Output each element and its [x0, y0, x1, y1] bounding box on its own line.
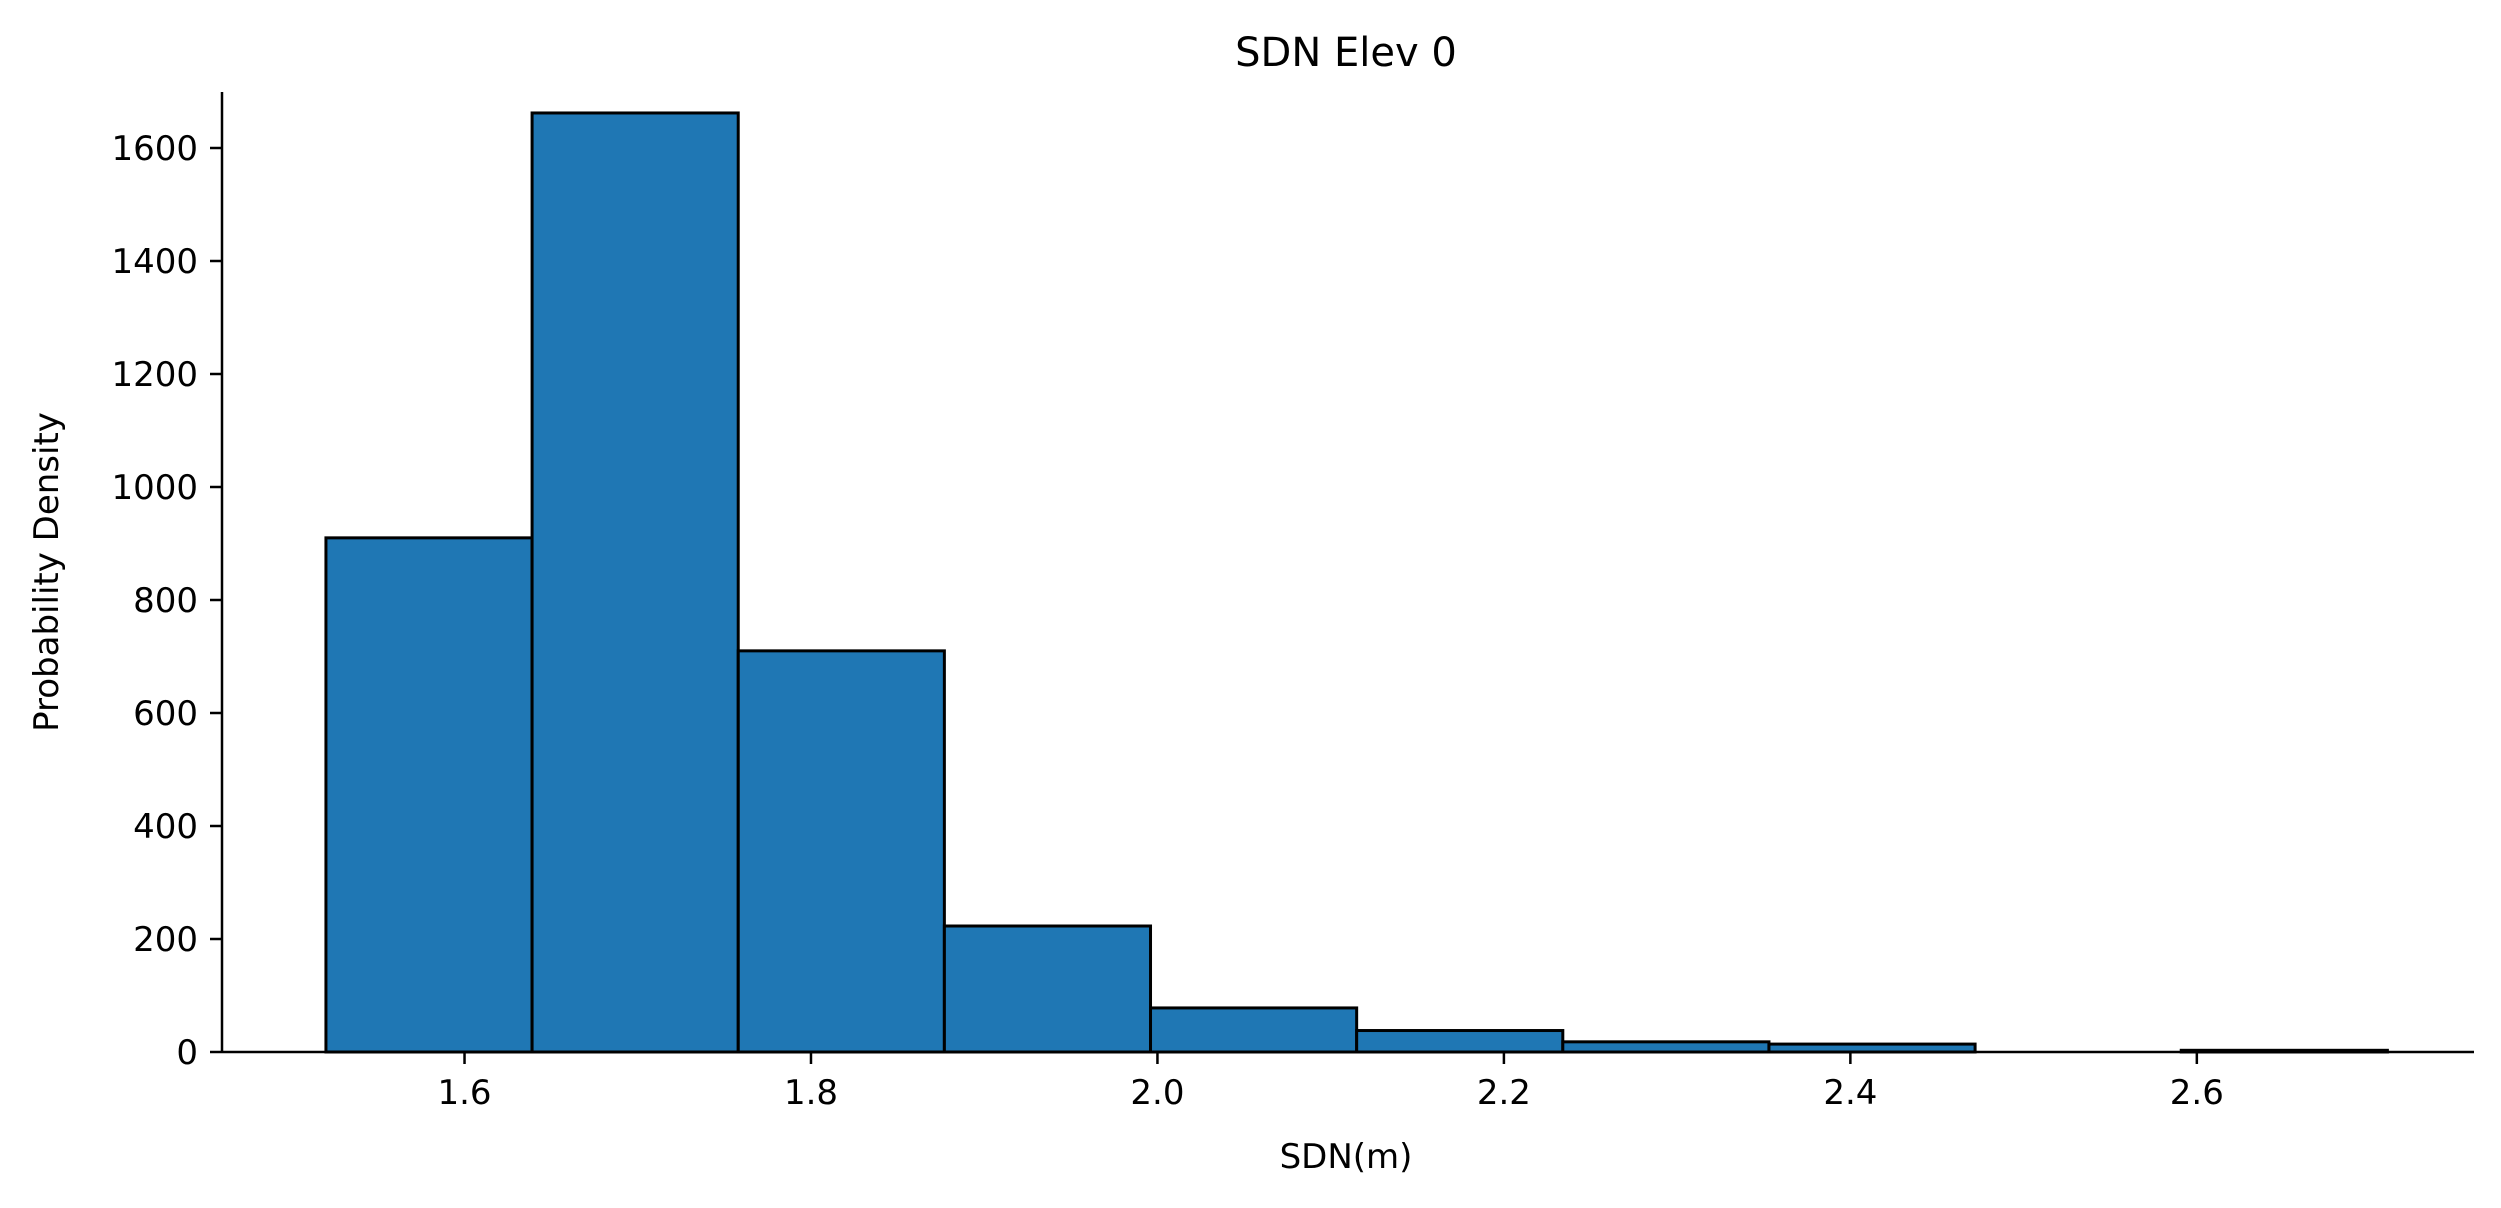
y-tick-label: 1400: [111, 242, 198, 282]
x-tick-label: 2.0: [1130, 1073, 1184, 1113]
y-tick-label: 1000: [111, 468, 198, 508]
y-tick-label: 600: [133, 694, 198, 734]
bars-group: [324, 111, 2389, 1054]
y-tick-label: 1200: [111, 355, 198, 395]
y-tick-label: 1600: [111, 129, 198, 169]
histogram-bar: [530, 111, 740, 1054]
x-tick-label: 2.6: [2170, 1073, 2224, 1113]
histogram-bar: [1561, 1040, 1771, 1054]
y-ticks-group: 0 200 400 600 800 1000 1200 1400 1600: [111, 129, 222, 1073]
histogram-bar: [324, 536, 534, 1054]
y-tick-label: 800: [133, 581, 198, 621]
x-tick-label: 2.2: [1477, 1073, 1531, 1113]
x-tick-label: 2.4: [1823, 1073, 1877, 1113]
x-tick-label: 1.6: [437, 1073, 491, 1113]
y-tick-label: 400: [133, 807, 198, 847]
x-ticks-group: 1.6 1.8 2.0 2.2 2.4 2.6: [437, 1052, 2224, 1113]
y-tick-label: 200: [133, 920, 198, 960]
histogram-bar: [1149, 1006, 1359, 1054]
histogram-bar: [942, 924, 1153, 1054]
y-axis-label: Probability Density: [27, 412, 67, 732]
histogram-bar: [736, 649, 946, 1054]
histogram-bar: [1355, 1029, 1565, 1054]
y-tick-label: 0: [176, 1033, 198, 1073]
chart-title: SDN Elev 0: [1235, 30, 1457, 76]
x-axis-label: SDN(m): [1280, 1137, 1413, 1177]
x-tick-label: 1.8: [784, 1073, 838, 1113]
